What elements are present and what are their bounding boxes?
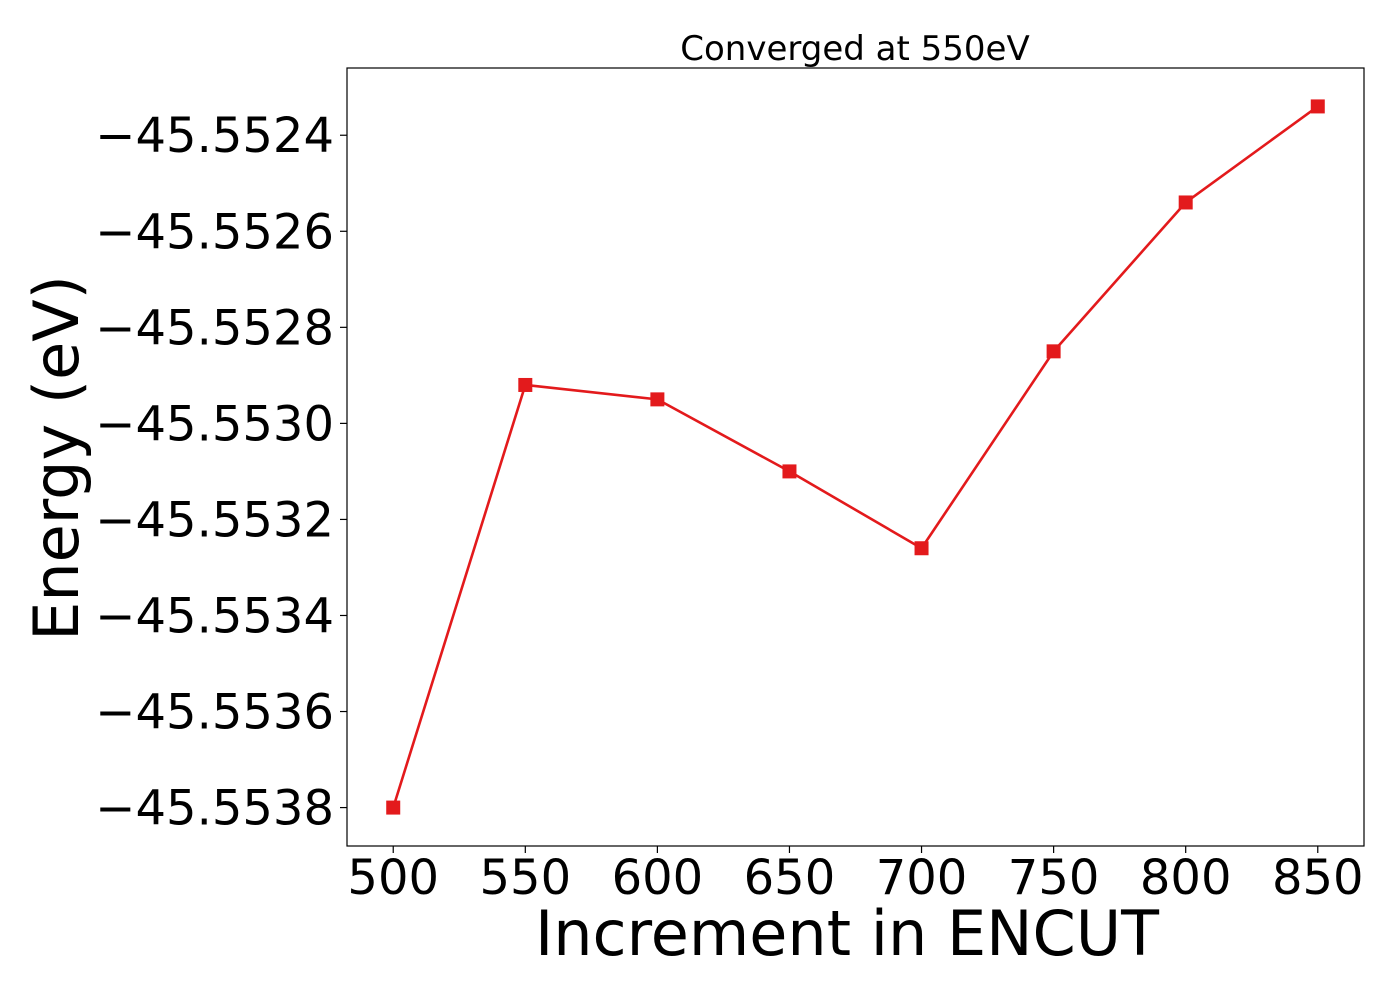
y-tick-label: −45.5530 <box>95 396 334 452</box>
y-tick-label: −45.5538 <box>95 781 334 837</box>
data-point <box>1178 195 1193 210</box>
series-line <box>391 105 1319 808</box>
data-point <box>386 800 401 815</box>
y-tick-label: −45.5534 <box>95 588 334 644</box>
chart-title: Converged at 550eV <box>680 29 1029 69</box>
data-point <box>650 392 665 407</box>
x-tick-label: 750 <box>1008 850 1100 906</box>
x-tick-label: 850 <box>1272 850 1364 906</box>
x-axis-label: Increment in ENCUT <box>535 897 1160 970</box>
y-axis: −45.5538 −45.5536 −45.5534 −45.5532 −45.5530… <box>95 108 347 837</box>
data-point <box>1310 99 1325 114</box>
y-tick-label: −45.5536 <box>95 685 334 741</box>
x-tick-label: 500 <box>347 850 439 906</box>
y-tick-label: −45.5528 <box>95 300 334 356</box>
y-tick-label: −45.5524 <box>95 108 334 164</box>
data-point <box>518 377 533 392</box>
plot-frame <box>346 67 1365 847</box>
y-tick-label: −45.5526 <box>95 204 334 260</box>
data-point <box>782 464 797 479</box>
series-layer <box>386 99 1325 815</box>
x-tick-label: 600 <box>612 850 704 906</box>
data-point <box>1046 344 1061 359</box>
x-tick-label: 700 <box>876 850 968 906</box>
x-tick-label: 550 <box>479 850 571 906</box>
x-tick-label: 650 <box>744 850 836 906</box>
data-point <box>914 541 929 556</box>
x-tick-label: 800 <box>1140 850 1232 906</box>
y-axis-label: Energy (eV) <box>20 275 93 641</box>
x-axis: 500 550 600 650 700 750 800 850 <box>347 846 1364 906</box>
y-tick-label: −45.5532 <box>95 492 334 548</box>
